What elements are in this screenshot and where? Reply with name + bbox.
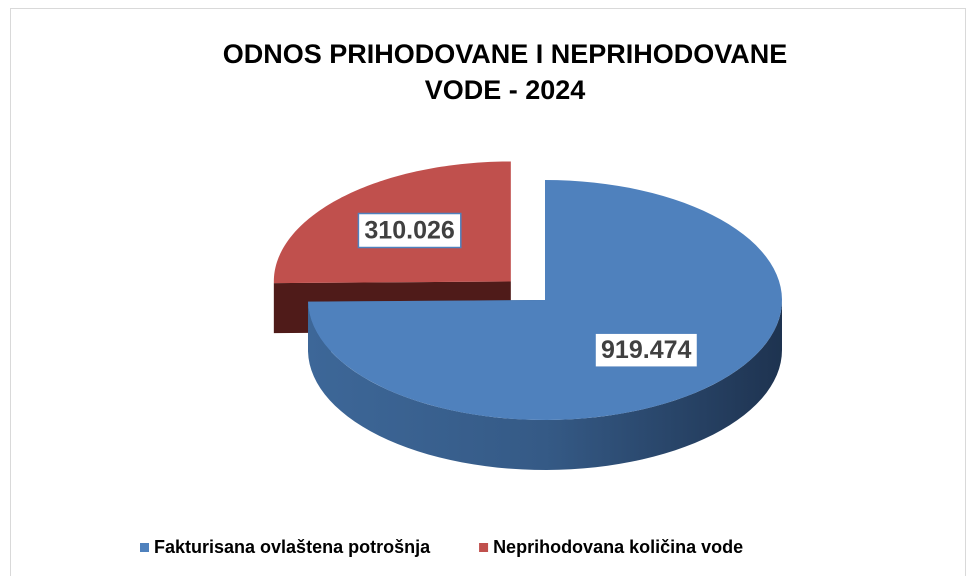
chart-frame — [10, 8, 966, 576]
legend-swatch — [479, 543, 489, 552]
data-label: 919.474 — [601, 336, 691, 364]
legend-label: Neprihodovana količina vode — [493, 537, 743, 557]
data-label-box — [357, 212, 462, 249]
slice-side — [308, 300, 782, 470]
data-label: 310.026 — [364, 217, 454, 245]
data-label-box — [594, 332, 699, 368]
legend-swatch — [140, 543, 149, 552]
chart-title: ODNOS PRIHODOVANE I NEPRIHODOVANE VODE -… — [222, 39, 788, 105]
legend-label: Fakturisana ovlaštena potrošnja — [154, 537, 431, 557]
